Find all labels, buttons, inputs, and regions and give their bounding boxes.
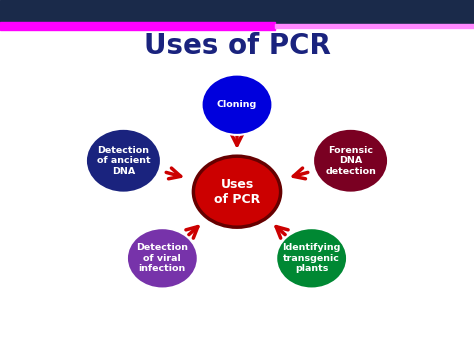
Ellipse shape — [201, 75, 273, 135]
Bar — [0, 0, 474, 23]
Text: Detection
of ancient
DNA: Detection of ancient DNA — [97, 146, 150, 176]
Text: Uses
of PCR: Uses of PCR — [214, 178, 260, 206]
Ellipse shape — [86, 129, 161, 193]
Ellipse shape — [127, 228, 198, 289]
Text: Identifying
transgenic
plants: Identifying transgenic plants — [283, 244, 341, 273]
Text: Detection
of viral
infection: Detection of viral infection — [137, 244, 188, 273]
Text: Cloning: Cloning — [217, 100, 257, 109]
Ellipse shape — [193, 156, 281, 227]
Ellipse shape — [313, 129, 388, 193]
Ellipse shape — [276, 228, 347, 289]
Bar — [0, 22, 275, 30]
Text: Forensic
DNA
detection: Forensic DNA detection — [325, 146, 376, 176]
Bar — [275, 24, 474, 28]
Text: Uses of PCR: Uses of PCR — [144, 32, 330, 60]
